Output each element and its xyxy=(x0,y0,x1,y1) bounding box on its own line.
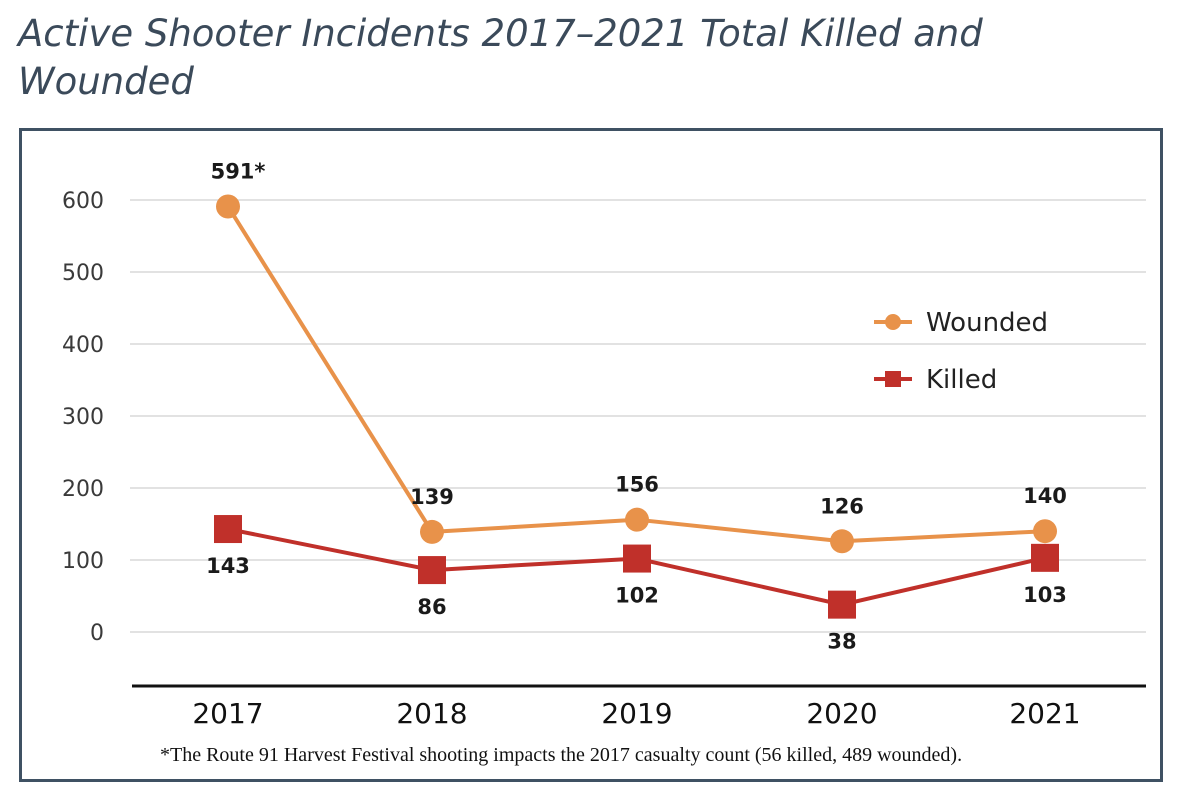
y-tick-label: 0 xyxy=(90,621,104,646)
legend-killed-marker xyxy=(885,371,901,387)
y-tick-label: 500 xyxy=(62,261,104,286)
legend-wounded-label: Wounded xyxy=(926,308,1048,338)
killed-data-label: 102 xyxy=(615,584,659,608)
wounded-data-label: 140 xyxy=(1023,484,1067,508)
chart-title: Active Shooter Incidents 2017–2021 Total… xyxy=(18,12,983,103)
x-tick-label: 2017 xyxy=(192,697,263,730)
y-tick-label: 300 xyxy=(62,405,104,430)
wounded-data-label: 139 xyxy=(410,485,454,509)
wounded-point xyxy=(830,529,854,554)
y-tick-label: 200 xyxy=(62,477,104,502)
y-axis-ticks: 0 100 200 300 400 500 600 xyxy=(62,189,104,646)
killed-data-label: 143 xyxy=(206,554,250,578)
wounded-point xyxy=(625,507,649,532)
footnote: *The Route 91 Harvest Festival shooting … xyxy=(160,744,962,766)
killed-point xyxy=(623,544,651,573)
killed-point xyxy=(828,590,856,619)
gridlines xyxy=(130,199,1146,633)
x-tick-label: 2019 xyxy=(601,697,672,730)
data-labels: 591* 139 156 126 140 143 86 102 38 103 xyxy=(206,159,1067,653)
legend-wounded-marker xyxy=(885,314,901,330)
y-tick-label: 100 xyxy=(62,549,104,574)
wounded-point xyxy=(420,519,444,544)
y-tick-label: 400 xyxy=(62,333,104,358)
wounded-data-label: 126 xyxy=(820,494,864,518)
killed-point xyxy=(1031,543,1059,572)
legend-killed-label: Killed xyxy=(926,365,997,395)
wounded-point xyxy=(216,194,240,219)
killed-point xyxy=(214,515,242,544)
killed-data-label: 103 xyxy=(1023,583,1067,607)
x-axis-ticks: 2017 2018 2019 2020 2021 xyxy=(192,697,1080,730)
killed-point xyxy=(418,556,446,585)
killed-data-label: 38 xyxy=(827,630,856,654)
wounded-data-label: 156 xyxy=(615,473,659,497)
wounded-point xyxy=(1033,519,1057,544)
chart-frame xyxy=(19,128,1163,782)
x-tick-label: 2020 xyxy=(806,697,877,730)
x-tick-label: 2021 xyxy=(1009,697,1080,730)
killed-data-label: 86 xyxy=(417,595,446,619)
series xyxy=(214,194,1059,619)
legend: Wounded Killed xyxy=(874,308,1048,395)
y-tick-label: 600 xyxy=(62,189,104,214)
wounded-data-label: 591* xyxy=(211,159,266,183)
x-tick-label: 2018 xyxy=(396,697,467,730)
